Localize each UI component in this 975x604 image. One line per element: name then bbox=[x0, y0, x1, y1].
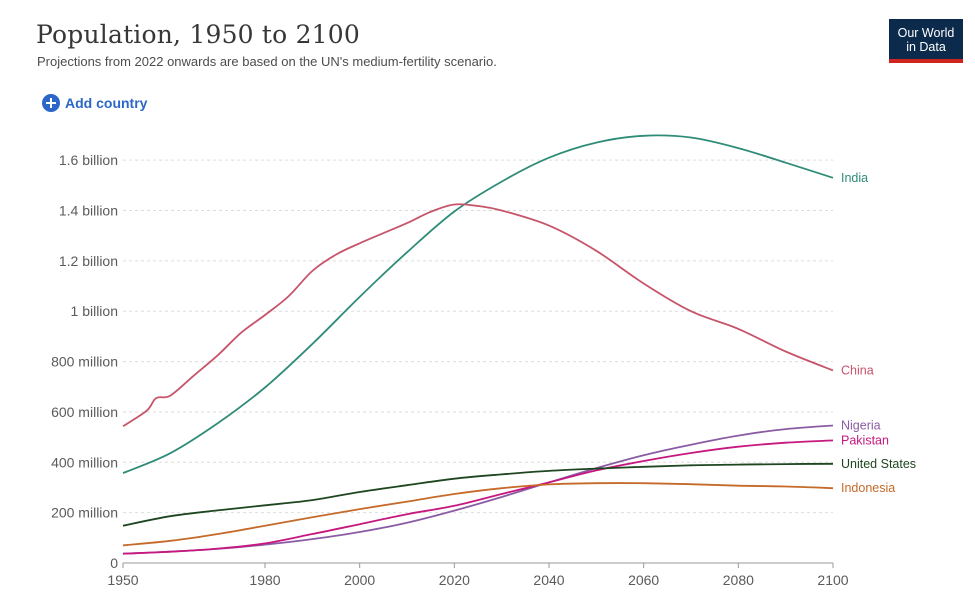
series-label-united-states: United States bbox=[841, 457, 916, 471]
series-line-indonesia bbox=[122, 482, 834, 547]
series-label-pakistan: Pakistan bbox=[841, 433, 889, 447]
logo-line-2: in Data bbox=[906, 40, 946, 54]
y-tick-label: 200 million bbox=[51, 505, 118, 521]
x-tick-label: 1980 bbox=[249, 572, 280, 588]
y-tick-label: 800 million bbox=[51, 354, 118, 370]
x-tick-label: 2060 bbox=[628, 572, 659, 588]
series-label-nigeria: Nigeria bbox=[841, 419, 881, 433]
y-tick-label: 1.4 billion bbox=[59, 203, 118, 219]
logo-accent-bar bbox=[889, 59, 963, 63]
add-country-label: Add country bbox=[65, 95, 148, 111]
series-line-india bbox=[122, 134, 834, 474]
chart-subtitle: Projections from 2022 onwards are based … bbox=[37, 54, 497, 69]
series-line-china bbox=[122, 203, 834, 428]
series-line-pakistan bbox=[122, 439, 834, 555]
x-tick-label: 1950 bbox=[107, 572, 138, 588]
series-line-united-states bbox=[122, 462, 834, 527]
logo-line-1: Our World bbox=[897, 26, 955, 40]
x-tick-label: 2100 bbox=[817, 572, 848, 588]
x-tick-label: 2000 bbox=[344, 572, 375, 588]
add-country-button[interactable]: Add country bbox=[42, 94, 147, 112]
series-line-nigeria bbox=[122, 424, 834, 555]
y-tick-label: 400 million bbox=[51, 454, 118, 470]
series-label-indonesia: Indonesia bbox=[841, 481, 895, 495]
y-tick-label: 0 bbox=[110, 555, 118, 571]
series-label-india: India bbox=[841, 171, 868, 185]
chart-title: Population, 1950 to 2100 bbox=[36, 20, 360, 49]
x-tick-label: 2080 bbox=[723, 572, 754, 588]
x-tick-label: 2020 bbox=[439, 572, 470, 588]
y-tick-label: 600 million bbox=[51, 404, 118, 420]
owid-logo[interactable]: Our World in Data bbox=[889, 19, 963, 63]
y-tick-label: 1.6 billion bbox=[59, 152, 118, 168]
series-label-china: China bbox=[841, 363, 874, 377]
y-tick-label: 1 billion bbox=[71, 303, 118, 319]
plus-circle-icon bbox=[42, 94, 60, 112]
x-tick-label: 2040 bbox=[533, 572, 564, 588]
y-tick-label: 1.2 billion bbox=[59, 253, 118, 269]
